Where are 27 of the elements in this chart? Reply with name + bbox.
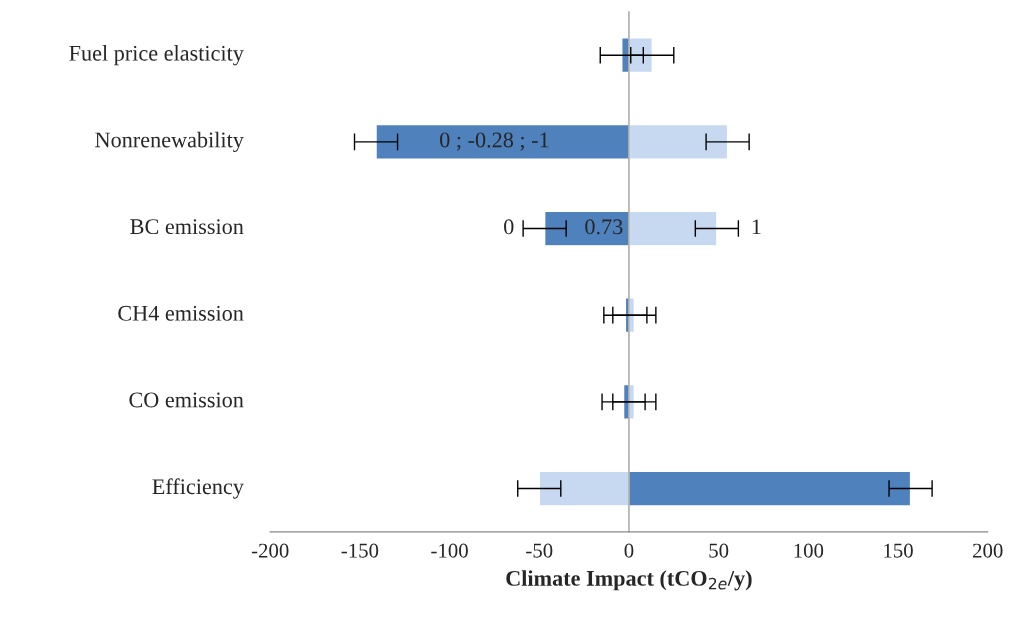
y-tick-label: Fuel price elasticity — [69, 45, 244, 66]
annotation: 0 — [504, 219, 514, 235]
y-tick-label: CH4 emission — [118, 305, 244, 321]
y-tick-label: CO emission — [129, 392, 244, 408]
x-tick-label: -150 — [341, 543, 379, 558]
bar — [628, 123, 729, 160]
bar — [538, 470, 630, 507]
x-tick-label: -200 — [251, 543, 289, 558]
x-tick-label: 100 — [794, 543, 824, 558]
x-tick-label: 50 — [709, 543, 729, 558]
bar — [628, 210, 718, 247]
x-axis-title: Climate Impact (tCO$_{2e}$/y) — [506, 570, 752, 591]
annotation: 1 — [752, 219, 761, 235]
x-tick-label: -50 — [526, 543, 553, 558]
bar — [628, 37, 653, 74]
bar — [543, 210, 630, 247]
annotation: 0 ; -0.28 ; -1 — [440, 132, 549, 151]
x-tick-label: 200 — [973, 543, 1003, 558]
bar — [375, 123, 630, 160]
x-tick-label: 0 — [624, 543, 634, 558]
x-tick-label: 150 — [884, 543, 913, 558]
y-tick-label: BC emission — [130, 219, 244, 235]
x-tick-label: -100 — [431, 543, 468, 558]
y-tick-label: Efficiency — [152, 478, 244, 499]
annotation: 0.73 — [585, 219, 623, 235]
bar — [628, 470, 912, 507]
y-tick-label: Nonrenewability — [95, 131, 244, 152]
